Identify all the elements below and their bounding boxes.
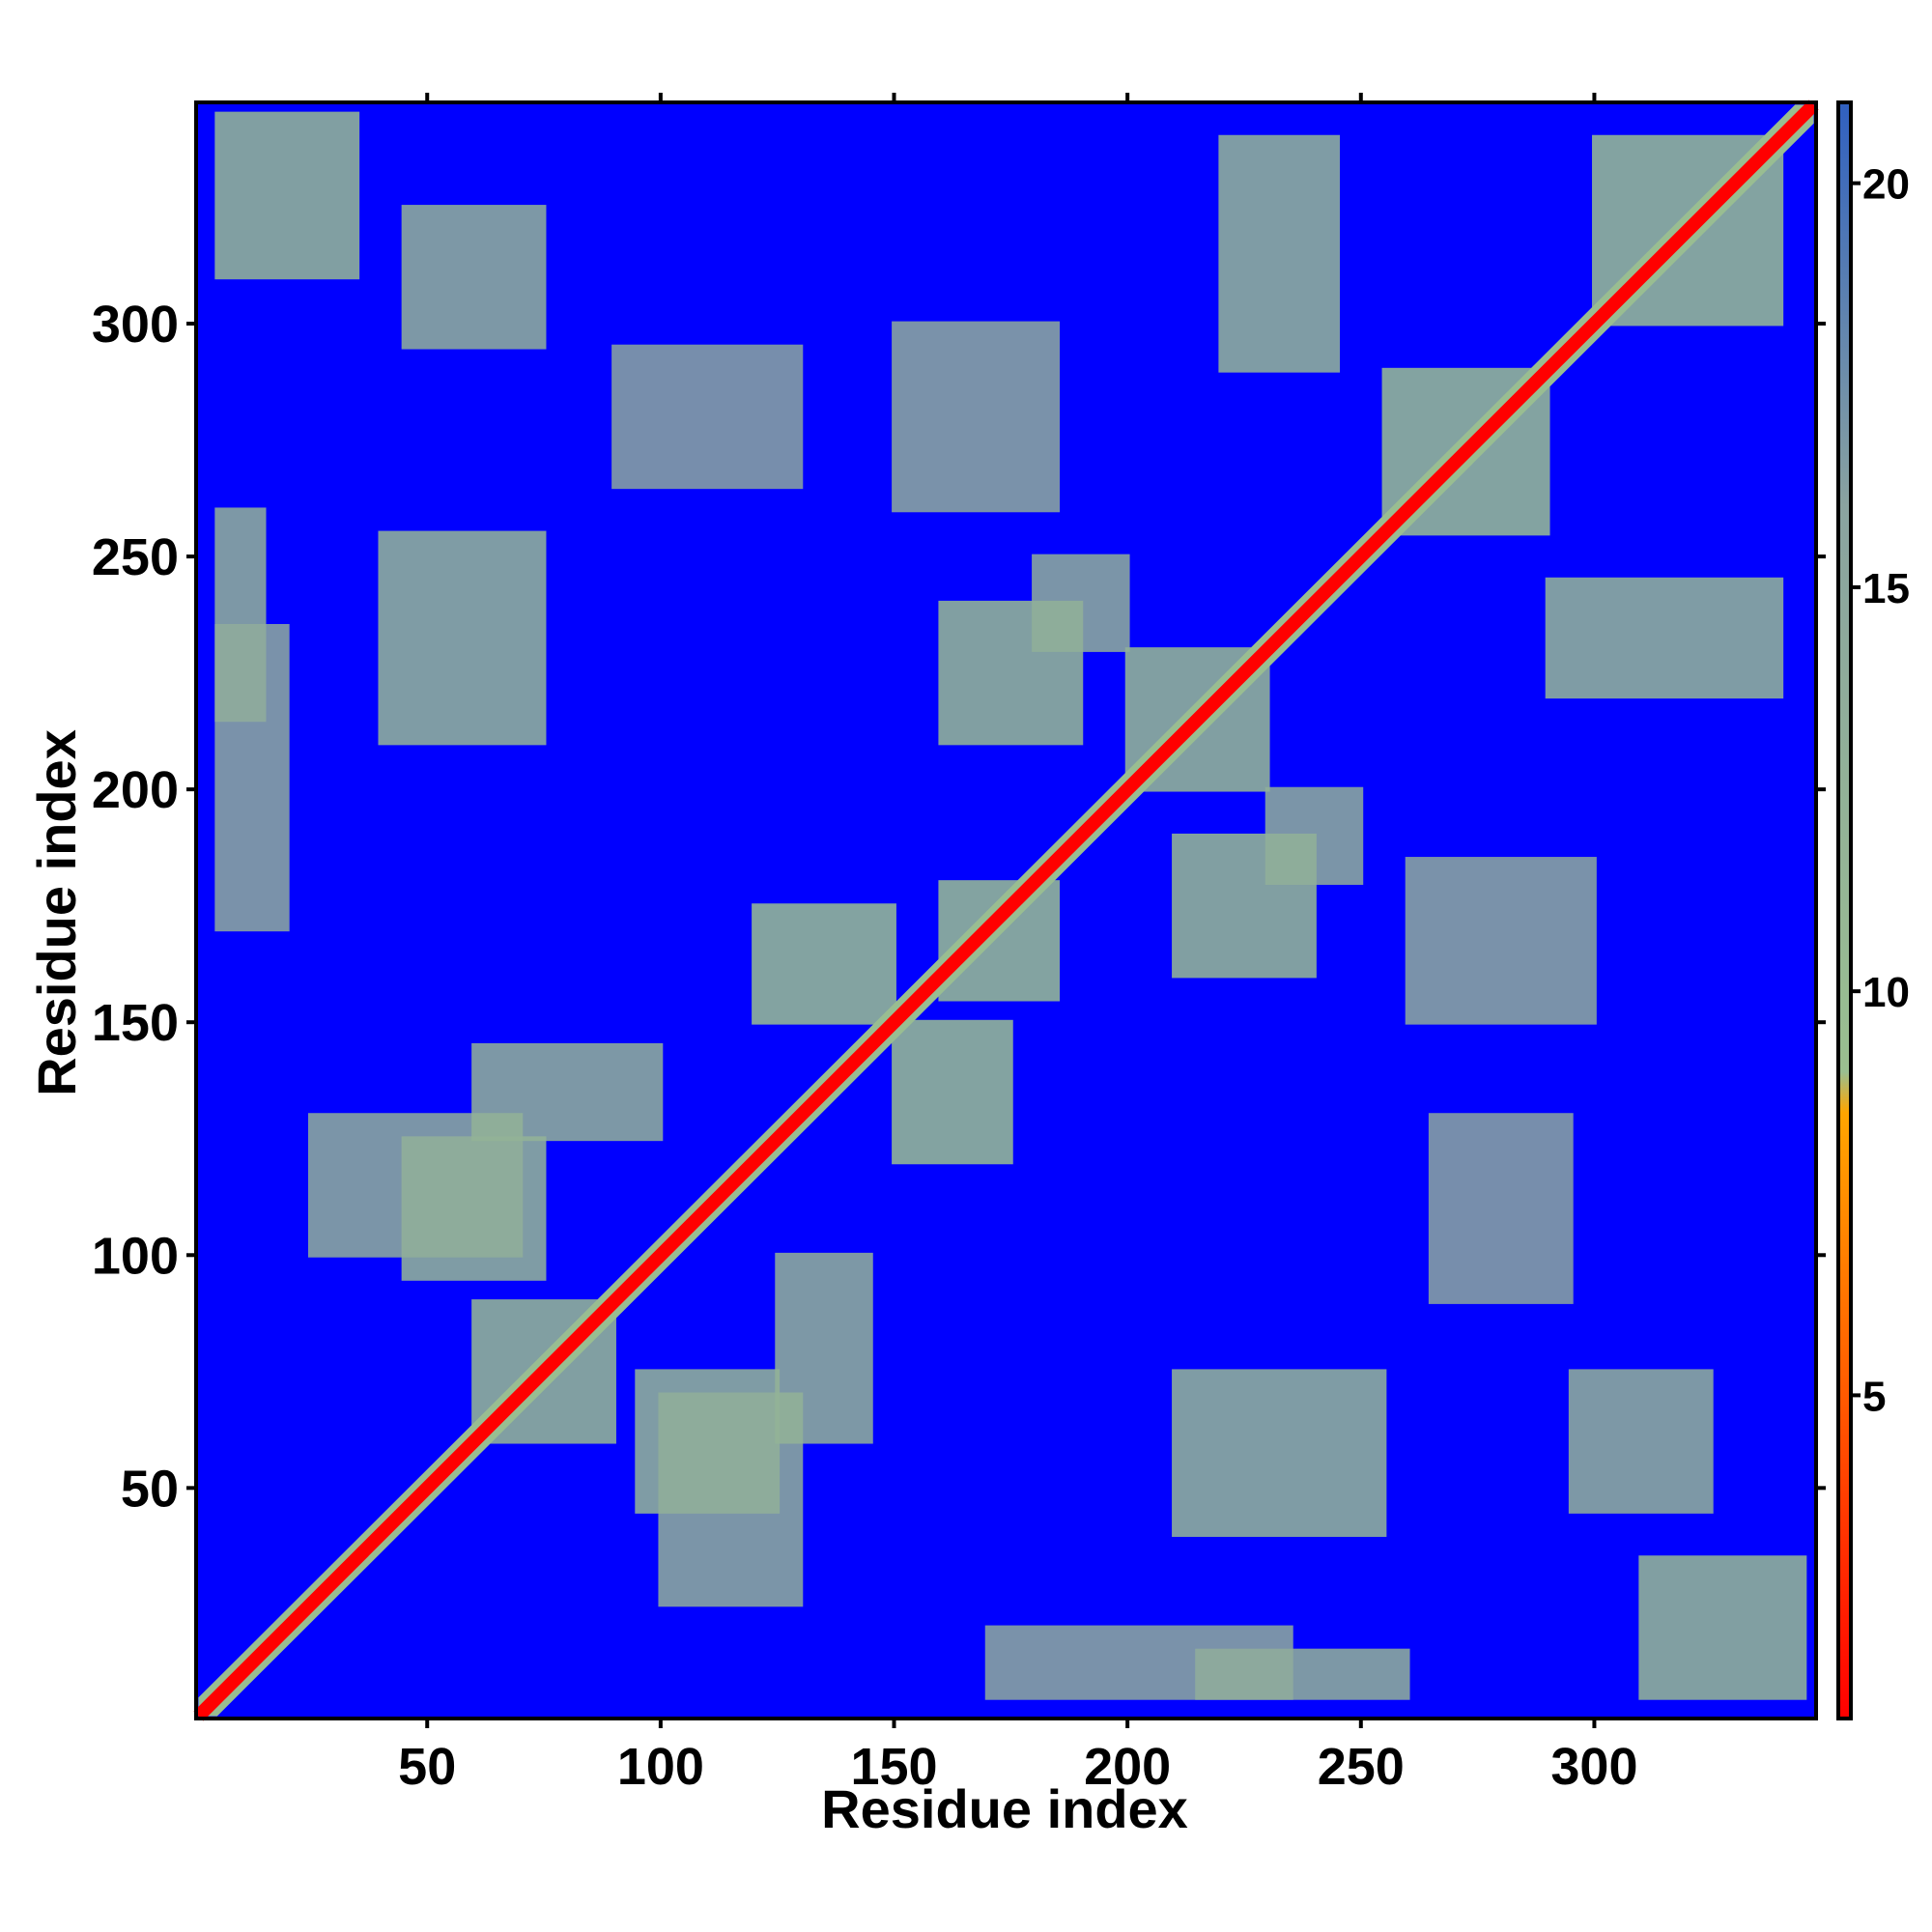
y-tick-label: 50 [121,1460,179,1518]
x-tick-label: 250 [1318,1738,1405,1796]
x-tick-label: 50 [398,1738,456,1796]
heatmap-contact-block [1218,134,1341,373]
heatmap-contact-block [1264,786,1364,885]
heatmap-contact-block [984,1625,1293,1700]
x-tick-label: 300 [1550,1738,1637,1796]
y-tick-label: 300 [92,296,179,354]
heatmap-contact-block [611,344,804,490]
heatmap-contact-block [1032,554,1130,652]
x-axis-title: Residue index [821,1778,1188,1839]
heatmap-contact-block [1638,1555,1807,1700]
colorbar-tick-label: 20 [1862,161,1910,209]
colorbar-tick-label: 15 [1862,565,1910,612]
y-tick-label: 250 [92,528,179,586]
heatmap-contact-block [1545,577,1784,699]
colorbar-tick-label: 10 [1862,969,1910,1016]
heatmap-contact-block [892,321,1061,513]
y-axis-title: Residue index [26,729,87,1096]
heatmap-contact-block [775,1252,873,1444]
heatmap-contact-block [214,111,360,280]
heatmap-diagonal [193,99,1819,1721]
heatmap-contact-block [1428,1113,1574,1304]
heatmap-contact-block [1568,1369,1714,1514]
y-tick-label: 200 [92,761,179,819]
heatmap-contact-block [471,1042,664,1142]
heatmap-contact-block [1405,857,1597,1025]
y-tick-label: 150 [92,994,179,1052]
colorbar-tick-label: 5 [1862,1373,1886,1420]
heatmap-cells [193,99,1819,1721]
heatmap-contact-block [892,1019,1013,1165]
x-tick-label: 150 [850,1738,937,1796]
colorbar-ticks: 5 10 15 20 [1851,161,1910,1420]
plot-frame [194,100,1818,1720]
heatmap-contact-block [752,903,896,1025]
y-tick-label: 100 [92,1227,179,1285]
heatmap-contact-block [214,623,290,932]
y-axis-ticks: 50 100 150 200 250 300 [92,296,1826,1518]
colorbar [1836,100,1853,1720]
x-axis-ticks: 50 100 150 200 250 300 [398,93,1637,1796]
x-tick-label: 100 [617,1738,704,1796]
x-tick-label: 200 [1084,1738,1171,1796]
heatmap-contact-block [1172,1369,1387,1537]
heatmap-contact-block [938,880,1061,1002]
heatmap-contact-block [378,530,547,746]
heatmap-contact-block [401,205,547,350]
